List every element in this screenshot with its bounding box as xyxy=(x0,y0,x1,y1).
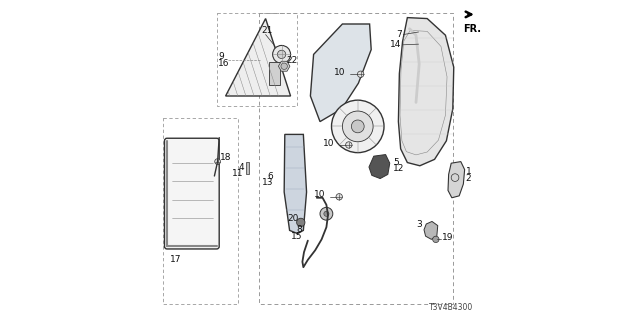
Circle shape xyxy=(332,100,384,153)
Polygon shape xyxy=(310,24,371,122)
Polygon shape xyxy=(284,134,307,234)
Text: 15: 15 xyxy=(291,232,302,241)
Text: 6: 6 xyxy=(268,172,274,180)
Text: 21: 21 xyxy=(262,26,273,35)
Text: 20: 20 xyxy=(287,214,298,223)
Polygon shape xyxy=(448,162,465,198)
Text: 4: 4 xyxy=(238,163,244,172)
Circle shape xyxy=(342,111,373,142)
Circle shape xyxy=(324,211,329,216)
Bar xyxy=(259,13,453,304)
Polygon shape xyxy=(226,19,291,96)
Text: 12: 12 xyxy=(393,164,404,173)
Text: 1: 1 xyxy=(466,167,471,176)
Text: 7: 7 xyxy=(396,30,402,39)
Text: 8: 8 xyxy=(296,225,302,234)
Text: 2: 2 xyxy=(466,174,471,183)
Text: T3V4B4300: T3V4B4300 xyxy=(429,303,473,312)
Polygon shape xyxy=(398,18,454,166)
Text: 9: 9 xyxy=(218,52,223,60)
Circle shape xyxy=(215,159,220,164)
Circle shape xyxy=(357,71,364,77)
Text: 10: 10 xyxy=(323,139,335,148)
Text: 5: 5 xyxy=(393,158,399,167)
Bar xyxy=(269,62,280,85)
Circle shape xyxy=(273,45,291,63)
Text: 16: 16 xyxy=(218,59,229,68)
Text: 19: 19 xyxy=(442,233,454,242)
Text: 13: 13 xyxy=(262,178,274,187)
Text: 11: 11 xyxy=(232,169,244,178)
Polygon shape xyxy=(424,221,438,239)
Text: 14: 14 xyxy=(390,40,402,49)
Bar xyxy=(163,118,238,304)
Text: 17: 17 xyxy=(170,255,181,264)
Circle shape xyxy=(433,236,439,243)
Circle shape xyxy=(281,63,287,69)
Bar xyxy=(246,162,249,174)
Text: 22: 22 xyxy=(287,56,298,65)
Text: FR.: FR. xyxy=(463,24,481,34)
Text: 3: 3 xyxy=(417,220,422,229)
Circle shape xyxy=(346,142,352,148)
Text: 10: 10 xyxy=(334,68,346,77)
Polygon shape xyxy=(278,61,290,71)
Text: 10: 10 xyxy=(314,190,325,199)
Circle shape xyxy=(320,207,333,220)
FancyBboxPatch shape xyxy=(164,138,219,249)
Circle shape xyxy=(278,50,286,59)
Circle shape xyxy=(336,194,342,200)
Circle shape xyxy=(351,120,364,133)
Polygon shape xyxy=(369,155,390,179)
Text: 18: 18 xyxy=(220,153,232,162)
Circle shape xyxy=(297,218,305,227)
Bar xyxy=(217,13,297,106)
